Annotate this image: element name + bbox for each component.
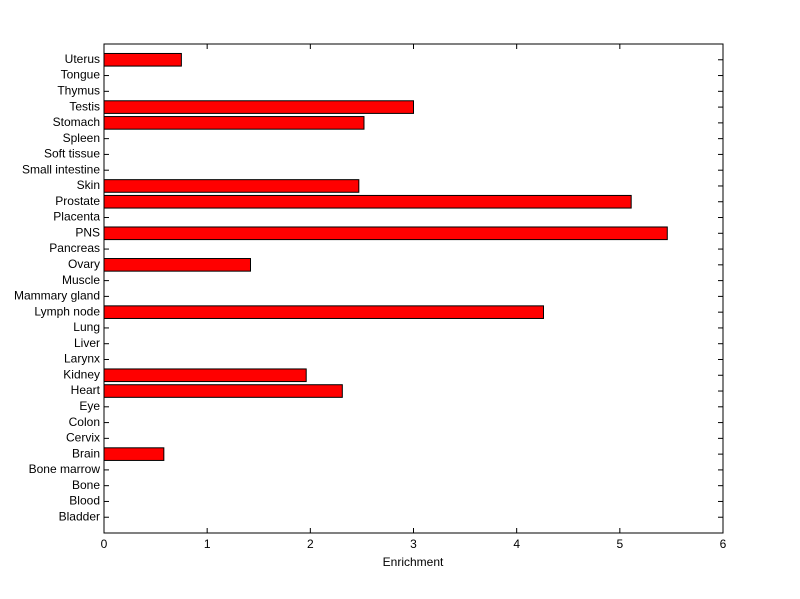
bar (103, 226, 668, 241)
x-axis-label: Enrichment (383, 555, 444, 569)
y-tick-label: Colon (69, 415, 100, 429)
y-tick-label: Prostate (55, 194, 100, 208)
y-tick-label: Thymus (57, 83, 100, 97)
x-tick-label: 2 (307, 537, 314, 551)
bar (103, 368, 307, 383)
y-tick-label: Uterus (65, 52, 100, 66)
y-tick-label: Larynx (64, 352, 100, 366)
y-tick-label: Blood (69, 494, 100, 508)
x-tick-label: 6 (720, 537, 727, 551)
x-tick-label: 1 (204, 537, 211, 551)
y-tick-label: Lung (73, 320, 100, 334)
y-tick-label: Placenta (53, 210, 100, 224)
y-tick-label: Pancreas (49, 241, 100, 255)
y-tick-label: PNS (75, 225, 100, 239)
y-tick-label: Skin (77, 178, 100, 192)
x-tick-label: 0 (101, 537, 108, 551)
y-tick-label: Ovary (68, 257, 100, 271)
x-tick-label: 4 (513, 537, 520, 551)
bar (103, 194, 632, 209)
bar (103, 258, 251, 272)
y-tick-label: Soft tissue (44, 147, 100, 161)
bar (103, 52, 182, 67)
bar (103, 100, 414, 114)
y-tick-label: Stomach (53, 115, 100, 129)
y-tick-label: Tongue (61, 68, 101, 82)
y-tick-label: Cervix (66, 431, 100, 445)
bar (103, 179, 360, 193)
y-tick-label: Small intestine (22, 162, 100, 176)
x-tick-label: 5 (616, 537, 623, 551)
y-tick-label: Heart (71, 383, 101, 397)
y-tick-label: Muscle (62, 273, 100, 287)
y-tick-label: Bladder (59, 509, 100, 523)
y-tick-label: Spleen (63, 131, 100, 145)
y-tick-label: Lymph node (34, 304, 100, 318)
y-tick-label: Kidney (63, 367, 100, 381)
y-tick-label: Eye (79, 399, 100, 413)
bar (103, 305, 544, 319)
y-tick-label: Bone marrow (29, 462, 101, 476)
y-tick-label: Testis (69, 99, 100, 113)
y-tick-label: Brain (72, 446, 100, 460)
y-tick-label: Liver (74, 336, 100, 350)
x-tick-label: 3 (410, 537, 417, 551)
bar (103, 447, 165, 461)
y-tick-label: Bone (72, 478, 100, 492)
y-tick-label: Mammary gland (14, 289, 100, 303)
bar (103, 384, 343, 398)
bar (103, 116, 365, 130)
